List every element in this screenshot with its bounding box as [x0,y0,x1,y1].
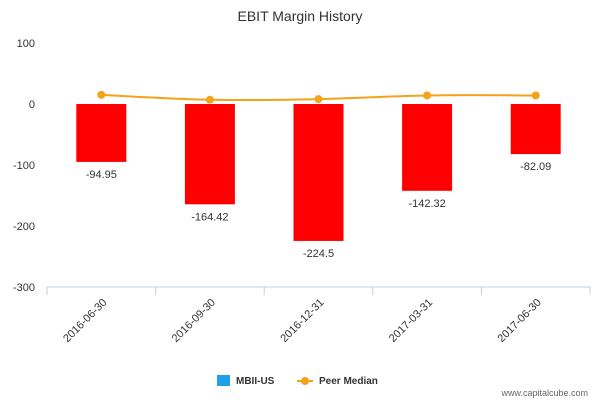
peer-median-point [423,91,432,100]
bar [402,104,453,191]
y-tick-label: -200 [13,221,35,233]
data-label: -142.32 [408,198,445,210]
x-tick-label: 2016-06-30 [61,297,109,345]
y-tick-label: -300 [13,282,35,294]
legend-label-mbii: MBII-US [236,376,275,387]
bar-series [76,104,561,241]
data-label: -224.5 [303,248,334,260]
x-tick-label: 2017-06-30 [496,297,544,345]
x-axis-ticks: 2016-06-30 2016-09-30 2016-12-31 2017-03-31… [46,287,591,345]
y-tick-label: 0 [29,99,35,111]
data-label: -164.42 [191,211,228,223]
bar [76,104,127,162]
peer-median-series [97,90,540,104]
peer-median-point [97,90,106,99]
y-tick-label: 100 [17,38,35,50]
bar [293,104,344,241]
legend-label-peer: Peer Median [319,376,378,387]
data-label: -82.09 [520,161,551,173]
credit-text: www.capitalcube.com [500,388,588,398]
chart-title: EBIT Margin History [238,8,363,24]
y-axis-ticks: 100 0 -100 -200 -300 [13,38,35,294]
x-tick-label: 2016-12-31 [278,297,326,345]
data-label: -94.95 [86,169,117,181]
x-tick-label: 2017-03-31 [387,297,435,345]
peer-median-point [205,95,214,104]
bar-data-labels: -94.95 -164.42 -224.5 -142.32 -82.09 [86,161,552,260]
peer-median-point [314,95,323,104]
bar [510,104,561,155]
peer-median-point [531,91,540,100]
legend-swatch-mbii [217,375,230,386]
y-tick-label: -100 [13,160,35,172]
legend: MBII-US Peer Median [217,375,378,387]
bar [184,104,235,205]
x-tick-label: 2016-09-30 [170,297,218,345]
legend-swatch-peer-dot [301,377,309,385]
